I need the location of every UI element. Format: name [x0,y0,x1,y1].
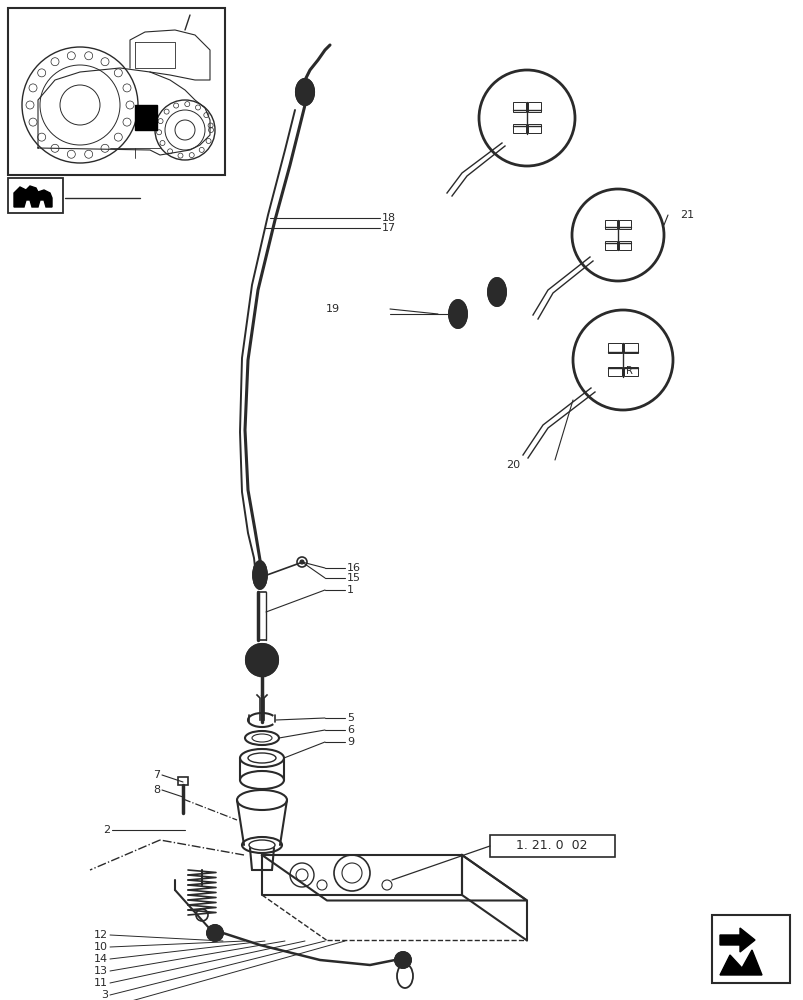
Text: 18: 18 [381,213,396,223]
Text: 21: 21 [679,210,693,220]
FancyBboxPatch shape [8,178,63,213]
Ellipse shape [296,79,314,105]
Bar [135,105,157,130]
Bar [608,343,621,353]
Polygon shape [719,950,761,975]
Bar [8,8,225,175]
FancyBboxPatch shape [177,777,188,785]
Text: 19: 19 [325,304,340,314]
Polygon shape [719,928,754,952]
Circle shape [493,282,499,288]
Bar [618,220,630,229]
Circle shape [394,952,410,968]
Ellipse shape [448,300,467,328]
Text: 11: 11 [94,978,108,988]
Text: 7: 7 [153,770,160,780]
Circle shape [206,925,222,941]
Text: 13: 13 [94,966,108,976]
Text: 5: 5 [347,713,353,723]
FancyBboxPatch shape [489,835,614,857]
Circle shape [246,644,278,676]
Text: R: R [626,366,632,376]
Text: 8: 8 [153,785,160,795]
Text: 12: 12 [94,930,108,940]
Text: 3: 3 [101,990,108,1000]
Bar [512,124,525,133]
Text: 1: 1 [347,585,353,595]
Text: 15: 15 [347,573,361,583]
Text: 10: 10 [94,942,108,952]
Bar [618,241,630,250]
Bar [624,343,637,353]
Bar [512,102,525,112]
Text: 2: 2 [103,825,110,835]
Text: 9: 9 [347,737,353,747]
Ellipse shape [487,278,505,306]
Circle shape [300,560,304,564]
Text: 16: 16 [347,563,361,573]
Ellipse shape [253,561,267,589]
FancyBboxPatch shape [711,915,789,983]
Text: 17: 17 [381,223,396,233]
Polygon shape [14,186,52,207]
Bar [528,124,540,133]
Text: 6: 6 [347,725,353,735]
Circle shape [454,304,460,310]
Text: 1. 21. 0  02: 1. 21. 0 02 [516,839,587,852]
Bar [528,102,540,112]
Bar [604,241,616,250]
Bar [624,367,637,376]
Text: 20: 20 [505,460,520,470]
Text: 14: 14 [94,954,108,964]
Bar [604,220,616,229]
Bar [608,367,621,376]
